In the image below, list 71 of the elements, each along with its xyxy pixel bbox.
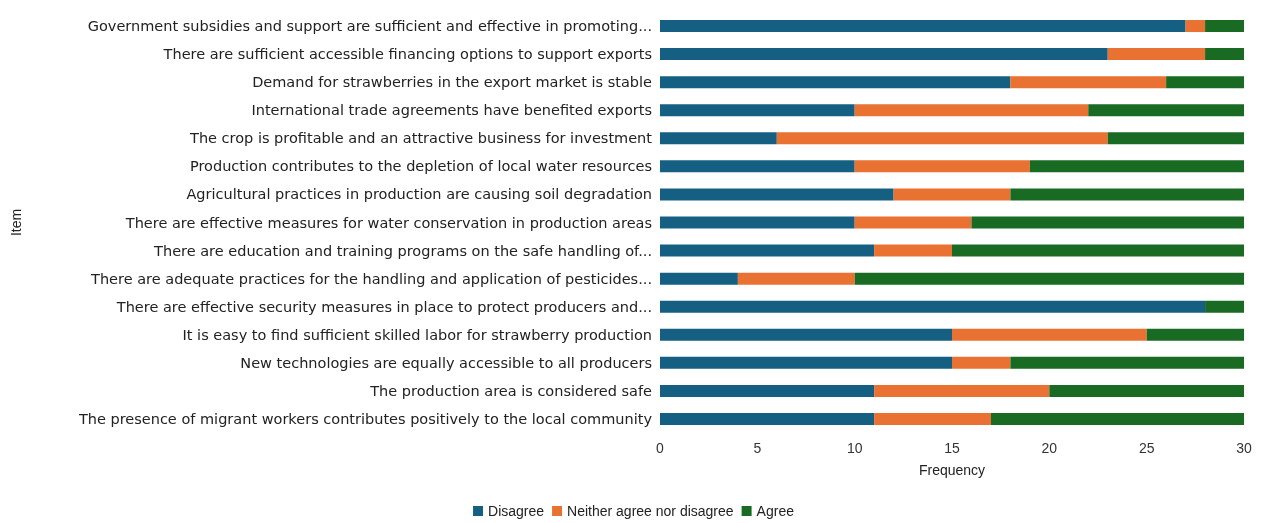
bar (660, 104, 855, 117)
bar (660, 356, 952, 369)
bar (1049, 384, 1244, 397)
bar (1010, 76, 1167, 89)
y-tick-label: There are education and training programs on the safe handling of... (153, 242, 652, 259)
y-tick-label: Government subsidies and support are sufficient and effective in promoting... (87, 18, 652, 35)
bar (1107, 132, 1244, 145)
bar (1205, 300, 1244, 313)
bar (1185, 20, 1206, 33)
bar (776, 132, 1108, 145)
y-tick-label: Agricultural practices in production are causing soil degradation (186, 186, 652, 203)
legend-label: Neither agree nor disagree (567, 503, 734, 519)
bar (1166, 76, 1244, 89)
bar (660, 272, 738, 285)
bar (660, 216, 855, 229)
x-tick-label: 5 (753, 440, 762, 456)
bar (893, 188, 1011, 201)
bar (1010, 356, 1244, 369)
bar (1205, 48, 1244, 61)
bar (1205, 20, 1244, 33)
x-tick-label: 25 (1138, 440, 1155, 456)
x-axis-title: Frequency (918, 462, 986, 478)
bar (874, 412, 991, 425)
y-tick-label: Production contributes to the depletion of local water resources (189, 158, 652, 175)
bar (737, 272, 855, 285)
y-tick-label: International trade agreements have benefited exports (251, 102, 652, 119)
bar (971, 216, 1244, 229)
bar (660, 300, 1206, 313)
bar (874, 384, 1050, 397)
y-tick-label: There are effective security measures in place to protect producers and... (115, 298, 652, 315)
x-tick-label: 10 (846, 440, 863, 456)
bar (1146, 328, 1244, 341)
bar (660, 48, 1108, 61)
bar (660, 76, 1011, 89)
bar (1088, 104, 1244, 117)
x-tick-label: 15 (944, 440, 960, 456)
y-tick-label: The presence of migrant workers contributes positively to the local community (77, 410, 653, 427)
bar (952, 356, 1011, 369)
bar (874, 244, 952, 257)
bar (990, 412, 1244, 425)
bar (854, 104, 1089, 117)
bar (854, 216, 972, 229)
x-tick-label: 20 (1041, 440, 1058, 456)
bar (952, 328, 1147, 341)
legend-label: Disagree (488, 503, 545, 519)
bar (660, 384, 875, 397)
y-tick-label: The crop is profitable and an attractive business for investment (189, 130, 653, 147)
bar (952, 244, 1244, 257)
bar (1029, 160, 1244, 173)
y-tick-label: There are effective measures for water conservation in production areas (124, 214, 652, 231)
bar (660, 160, 855, 173)
y-tick-label: It is easy to find sufficient skilled labor for strawberry production (182, 326, 652, 343)
bar (660, 132, 777, 145)
bar (1010, 188, 1244, 201)
y-axis-title: Item (8, 208, 24, 237)
y-tick-label: New technologies are equally accessible to all producers (240, 354, 652, 371)
y-tick-label: The production area is considered safe (369, 382, 653, 399)
bar (854, 160, 1030, 173)
y-tick-label: There are adequate practices for the handling and application of pesticides... (90, 270, 652, 287)
bar (1107, 48, 1206, 61)
legend-label: Agree (756, 503, 795, 519)
x-tick-label: 30 (1236, 440, 1252, 456)
y-tick-label: There are sufficient accessible financing options to support exports (162, 46, 652, 63)
x-tick-label: 0 (656, 440, 665, 456)
bar (660, 20, 1186, 33)
bar (660, 244, 875, 257)
bar (660, 188, 894, 201)
bar (854, 272, 1244, 285)
bar (660, 328, 952, 341)
bar (660, 412, 875, 425)
y-tick-label: Demand for strawberries in the export market is stable (252, 74, 653, 91)
